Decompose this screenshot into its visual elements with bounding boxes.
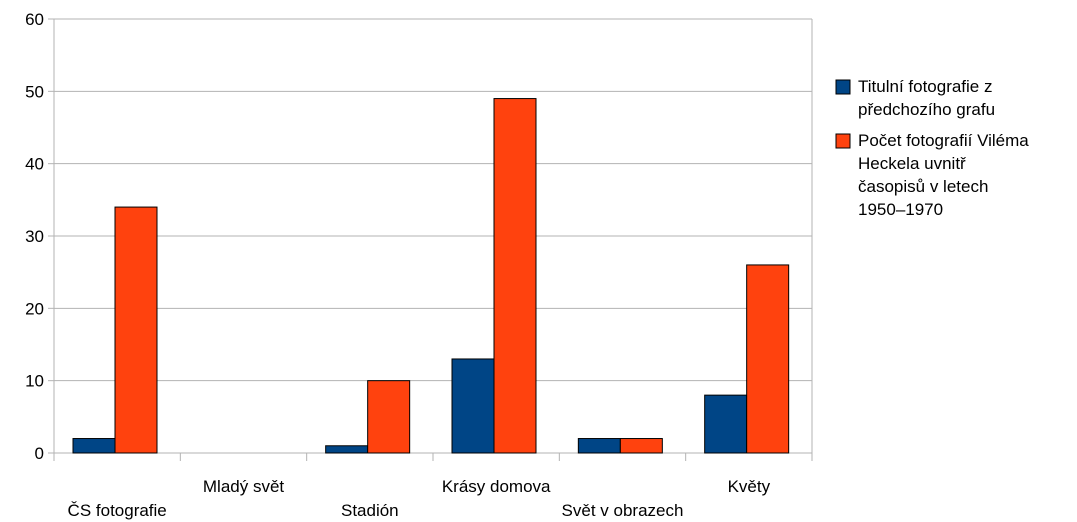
x-tick-label: Svět v obrazech [562,501,684,520]
legend-entry: Počet fotografií Viléma Heckela uvnitř čas… [835,131,1029,219]
legend-label: časopisů v letech [858,177,988,196]
bar-pocet-fotografii [114,206,158,454]
bar-titulni-fotografie [72,438,116,454]
legend-label: Heckela uvnitř [858,154,966,173]
y-tick-label: 10 [25,372,44,391]
legend-swatch [835,133,851,149]
x-tick-label: Květy [728,477,771,496]
y-tick-labels: 0 10 20 30 40 50 60 [25,10,44,463]
bar-titulni-fotografie [325,445,369,454]
y-tick-label: 50 [25,82,44,101]
legend-label: předchozího grafu [858,100,995,119]
bar-pocet-fotografii [619,438,663,454]
y-tick-label: 30 [25,227,44,246]
x-tick-labels: ČS fotografie Mladý svět Stadión Krásy domo… [68,477,771,520]
bar-pocet-fotografii [746,264,790,454]
y-tick-label: 60 [25,10,44,29]
y-tick-label: 0 [35,444,44,463]
bar-titulni-fotografie [704,394,748,454]
y-tick-label: 40 [25,155,44,174]
bar-titulni-fotografie [577,438,621,454]
bars [72,98,790,454]
y-tick-label: 20 [25,299,44,318]
bar-titulni-fotografie [451,358,495,454]
legend-label: Titulní fotografie z [858,77,993,96]
legend-entry: Titulní fotografie z předchozího grafu [835,77,995,119]
legend: Titulní fotografie z předchozího grafu Poč… [835,77,1029,219]
legend-label: 1950–1970 [858,200,943,219]
legend-label: Počet fotografií Viléma [858,131,1029,150]
legend-swatch [835,79,851,95]
bar-pocet-fotografii [493,98,537,454]
x-tick-label: ČS fotografie [68,501,167,520]
x-tick-label: Mladý svět [203,477,285,496]
bar-pocet-fotografii [367,380,411,454]
axes [48,18,813,461]
gridlines [54,18,812,382]
x-tick-label: Krásy domova [442,477,551,496]
x-tick-label: Stadión [341,501,399,520]
